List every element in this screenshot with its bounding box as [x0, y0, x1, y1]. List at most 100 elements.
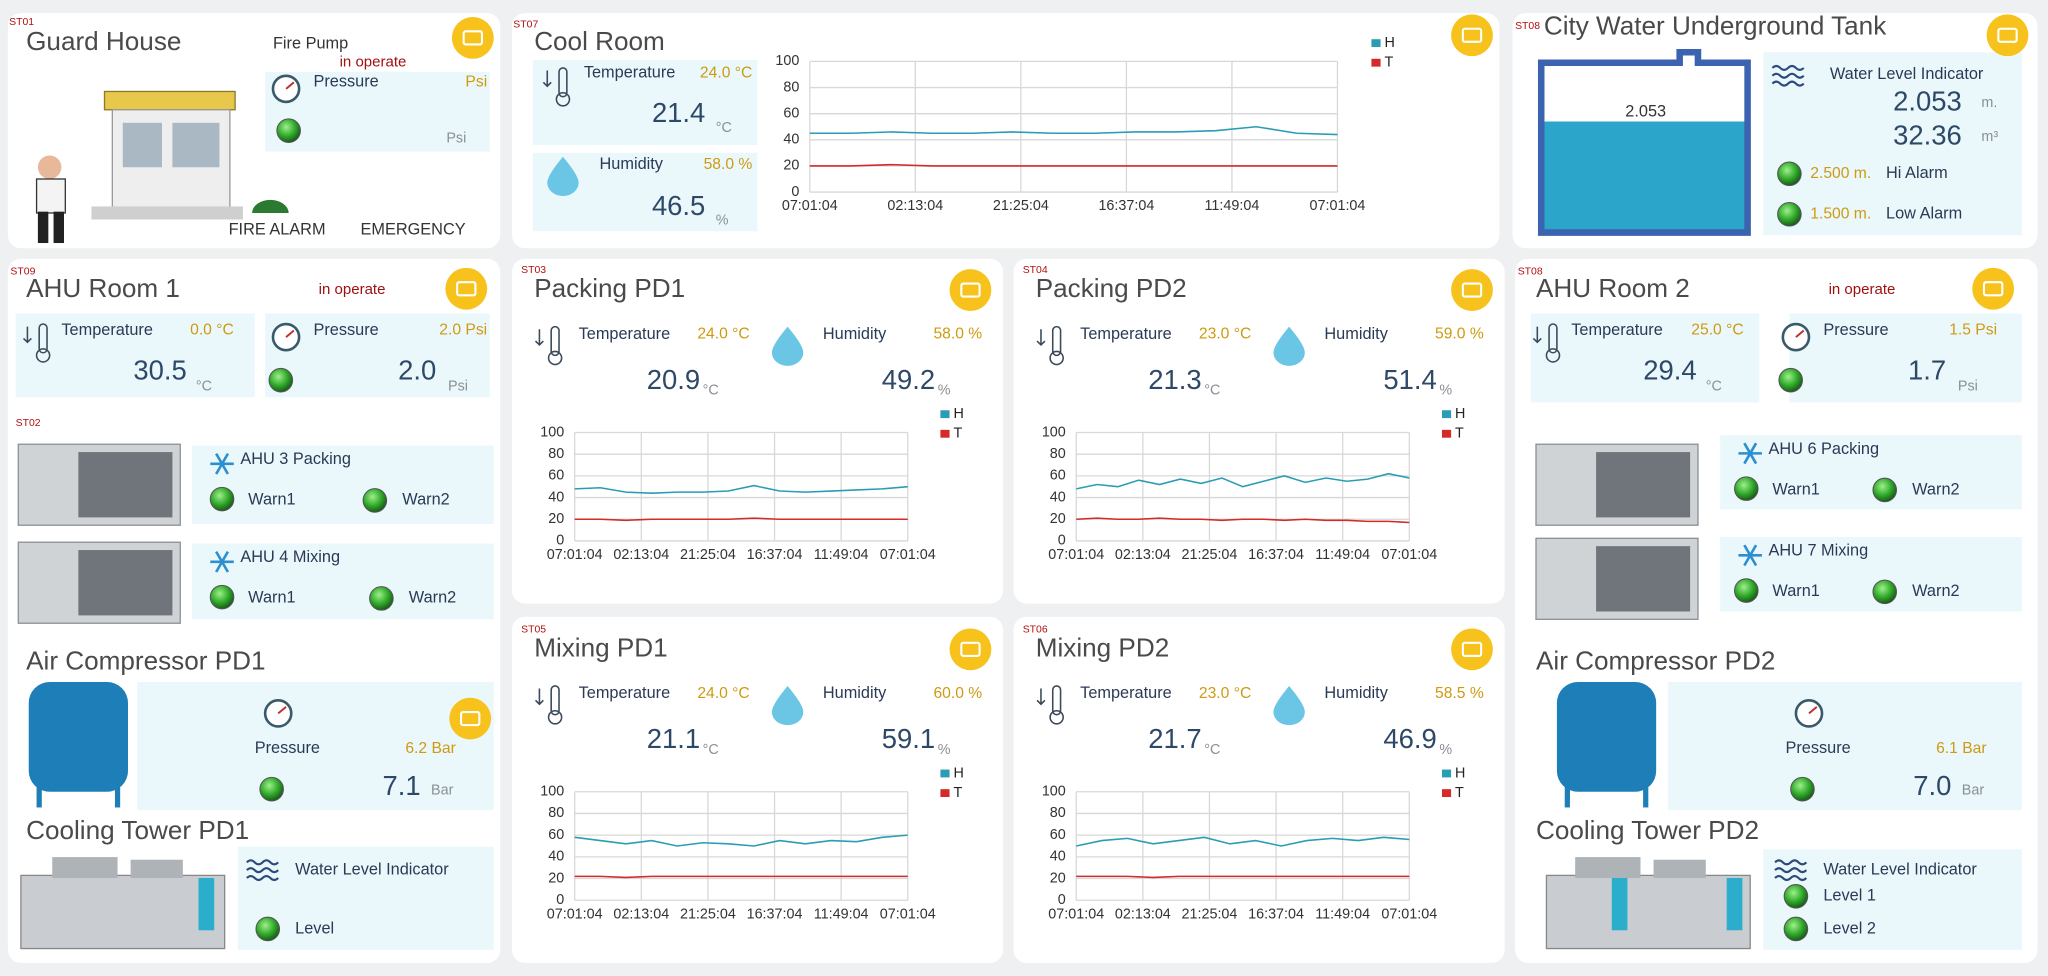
legend-swatch — [940, 429, 950, 438]
line-series — [1076, 836, 1410, 847]
label: Humidity — [1324, 325, 1388, 343]
status-lamp — [259, 776, 284, 802]
wave-icon — [1774, 867, 1808, 874]
x-tick-label: 02:13:04 — [613, 547, 669, 563]
y-tick-label: 40 — [1050, 489, 1066, 505]
x-tick-label: 07:01:04 — [880, 906, 936, 922]
panel-title: Packing PD2 — [1036, 273, 1187, 303]
status: in operate — [319, 281, 386, 298]
line-series — [1076, 472, 1410, 490]
label: 21.7 — [1148, 723, 1201, 754]
panel-title: Cool Room — [534, 26, 665, 56]
label: Warn1 — [1772, 582, 1819, 600]
info-box — [532, 60, 758, 146]
info-box — [265, 313, 490, 398]
panel-title: Mixing PD1 — [534, 632, 667, 662]
label: Warn2 — [402, 491, 449, 509]
label: °C — [196, 379, 212, 395]
y-tick-label: 0 — [1058, 892, 1066, 908]
snowflake-icon — [215, 452, 230, 475]
humidity-icon — [1273, 326, 1305, 366]
status-lamp — [268, 367, 294, 393]
folder-button — [1972, 267, 2015, 310]
status-lamp — [1872, 579, 1898, 605]
info-boxes — [15, 52, 2022, 950]
y-tick-label: 0 — [1058, 533, 1066, 549]
folder-glyph — [456, 281, 477, 297]
thermometer-icon — [38, 323, 48, 354]
wave-icon — [1771, 80, 1805, 87]
label: % — [716, 213, 729, 229]
snowflake-icon — [215, 550, 230, 573]
status-lamp — [1872, 477, 1898, 503]
label: % — [1439, 382, 1452, 398]
label: Temperature — [1080, 684, 1172, 702]
thermometer-bulb — [1049, 709, 1064, 725]
label: 2.500 m. — [1810, 165, 1871, 182]
x-tick-label: 11:49:04 — [1315, 547, 1370, 563]
legend-entry: T — [1455, 785, 1464, 801]
label: Pressure — [313, 321, 378, 339]
thermometer-icon — [1548, 323, 1558, 354]
label: 59.0 % — [1435, 326, 1484, 343]
wave-icon — [1774, 859, 1808, 866]
label: AHU 3 Packing — [240, 450, 351, 468]
legend-swatch — [1441, 429, 1452, 438]
x-tick-label: 21:25:04 — [680, 906, 736, 922]
y-tick-label: 20 — [783, 158, 799, 174]
y-tick-label: 60 — [1050, 827, 1066, 843]
label: EMERGENCY — [360, 220, 465, 238]
label: 58.5 % — [1435, 685, 1484, 702]
folder-glyph — [462, 30, 484, 46]
label: 24.0 °C — [700, 64, 752, 81]
info-box — [192, 445, 494, 524]
label: 21.4 — [652, 97, 705, 128]
y-tick-label: 60 — [783, 105, 799, 121]
alarm-siren — [252, 199, 289, 213]
label: Pressure — [1823, 321, 1888, 339]
thermometer-icon — [1051, 325, 1062, 357]
folder-glyph — [960, 641, 981, 657]
y-tick-label: 40 — [548, 849, 564, 865]
thermometer-bulb — [547, 350, 563, 366]
panel-title: Cooling Tower PD1 — [26, 815, 249, 845]
line-series — [809, 125, 1338, 136]
label: Level 2 — [1823, 919, 1876, 937]
legend-entry: H — [1455, 765, 1465, 781]
status-lamp — [276, 118, 301, 143]
thermometer-bulb — [555, 91, 571, 107]
panel-title: AHU Room 2 — [1536, 273, 1690, 303]
label: Humidity — [600, 155, 664, 173]
label: 6.2 Bar — [405, 740, 455, 757]
x-tick-label: 07:01:04 — [547, 906, 603, 922]
label: Warn2 — [1912, 480, 1959, 498]
y-tick-label: 60 — [548, 827, 564, 843]
y-tick-label: 60 — [1050, 468, 1066, 484]
label: 2.053 — [1625, 103, 1666, 121]
label: 46.5 — [652, 190, 705, 221]
info-box — [237, 846, 494, 950]
label: 29.4 — [1643, 355, 1696, 386]
label: Hi Alarm — [1886, 164, 1948, 182]
thermometer-bulb — [1049, 350, 1064, 366]
label: ST08 — [1518, 267, 1543, 278]
legend-swatch — [940, 789, 950, 798]
thermometer-arrow — [1036, 688, 1046, 706]
thermometer-icon — [550, 325, 560, 357]
label: Water Level Indicator — [295, 860, 449, 878]
label: 2.0 Psi — [439, 322, 487, 339]
label: °C — [1706, 379, 1722, 395]
label: Warn1 — [248, 491, 295, 509]
folder-glyph — [960, 282, 981, 298]
label: Psi — [1958, 379, 1978, 395]
label: °C — [716, 120, 732, 136]
panel-title: Mixing PD2 — [1036, 632, 1169, 662]
label: Pressure — [255, 739, 320, 757]
wave-icon — [1771, 72, 1805, 79]
label: AHU 4 Mixing — [240, 548, 340, 566]
label: ST01 — [9, 17, 34, 28]
x-tick-label: 07:01:04 — [782, 198, 838, 214]
thermometer-icon — [558, 67, 568, 98]
folder-glyph — [460, 711, 481, 727]
card — [1013, 258, 1505, 604]
